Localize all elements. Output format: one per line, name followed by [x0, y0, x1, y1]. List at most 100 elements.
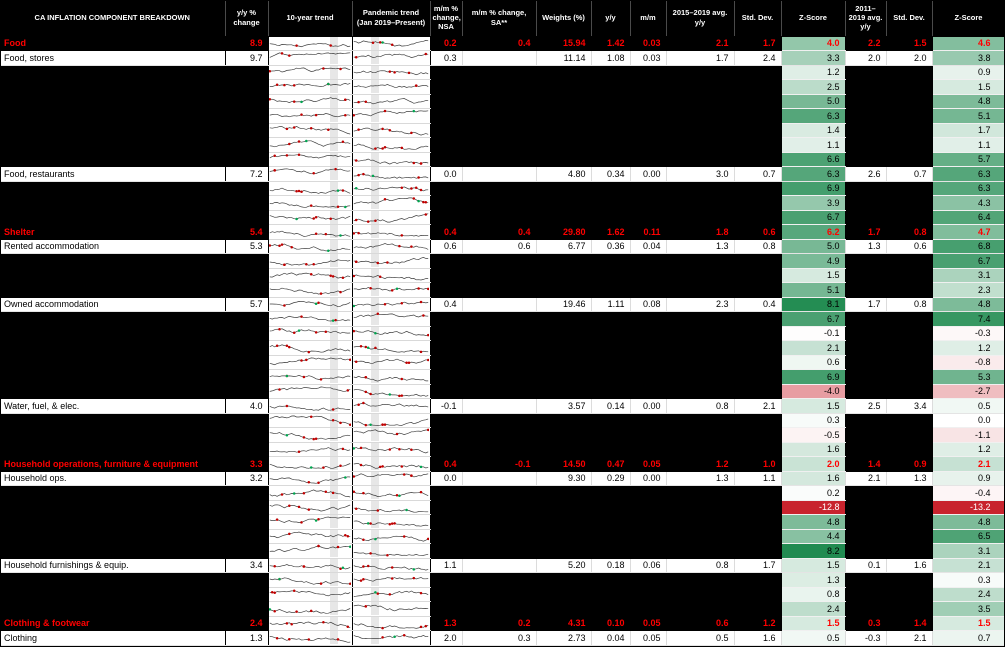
- cell-yy-contribution: [591, 311, 631, 327]
- cell-mm-contribution: 0.00: [630, 398, 667, 414]
- red-marker-dot: [414, 186, 418, 189]
- red-marker-dot: [402, 535, 406, 538]
- cell-2015-2019-z-score: 3.9: [781, 195, 846, 211]
- red-marker-dot: [376, 262, 380, 265]
- row-label: [0, 195, 226, 211]
- cell-2011-2019-std-dev: 1.3: [886, 471, 933, 486]
- red-marker-dot: [374, 346, 377, 350]
- cell-mm-pct-change-nsa: 0.4: [430, 456, 463, 472]
- cell-2011-2019-std-dev: [886, 340, 933, 356]
- cell-2011-2019-std-dev: [886, 500, 933, 515]
- red-marker-dot: [269, 97, 272, 101]
- pandemic-trend-cell: [351, 123, 431, 138]
- red-marker-dot: [371, 41, 375, 44]
- ten-year-trend-cell: [267, 456, 353, 472]
- redacted-row: 1.3 0.3: [0, 572, 1005, 588]
- cell-weight-pct: [536, 268, 592, 283]
- redacted-row: -12.8 -13.2: [0, 500, 1005, 515]
- sparkline-chart: [269, 283, 351, 297]
- cell-yy-contribution: [591, 384, 631, 399]
- cell-yy-pct-change: 3.3: [225, 456, 269, 472]
- pandemic-trend-cell: [351, 282, 431, 298]
- redacted-row: 0.3 0.0: [0, 413, 1005, 428]
- redacted-row: 1.4 1.7: [0, 123, 1005, 138]
- green-marker-dot: [354, 186, 358, 190]
- pandemic-trend-cell: [351, 500, 431, 515]
- section-row: Shelter 5.4 0.4 0.4 29.80 1.62 0.11 1.8 0.6 6.2 1.…: [0, 224, 1005, 240]
- recession-band: [330, 167, 338, 181]
- green-marker-dot: [353, 304, 356, 307]
- cell-2011-2019-z-score: 3.8: [932, 50, 1005, 66]
- cell-yy-contribution: 0.29: [591, 471, 631, 486]
- cell-weight-pct: [536, 311, 592, 327]
- cell-2011-2019-std-dev: [886, 601, 933, 617]
- green-marker-dot: [305, 140, 308, 143]
- green-marker-dot: [374, 590, 377, 594]
- cell-2015-2019-std-dev: 1.1: [734, 471, 782, 486]
- green-marker-dot: [417, 200, 420, 203]
- red-marker-dot: [269, 69, 272, 73]
- sparkline-chart: [353, 51, 429, 65]
- cell-yy-pct-change: [225, 94, 269, 109]
- sparkline-chart: [269, 558, 351, 572]
- red-marker-dot: [295, 44, 298, 47]
- red-marker-dot: [341, 189, 345, 192]
- cell-yy-pct-change: [225, 123, 269, 138]
- cell-yy-pct-change: [225, 413, 269, 428]
- recession-band: [371, 268, 379, 282]
- cell-mm-pct-change-sa: [462, 253, 537, 269]
- red-marker-dot: [369, 522, 372, 525]
- redacted-row: 6.3 5.1: [0, 108, 1005, 124]
- sparkline-chart: [269, 109, 351, 123]
- cell-yy-contribution: 0.02: [591, 645, 631, 647]
- cell-2011-2019-avg-yy: [845, 485, 887, 501]
- cell-2015-2019-z-score: 4.8: [781, 514, 846, 530]
- green-marker-dot: [327, 249, 330, 252]
- row-label: [0, 253, 226, 269]
- red-marker-dot: [288, 504, 291, 507]
- red-marker-dot: [426, 287, 429, 291]
- recession-band: [330, 471, 338, 485]
- cell-2011-2019-z-score: 4.7: [932, 224, 1005, 240]
- cell-2015-2019-avg-yy: [666, 282, 735, 298]
- red-marker-dot: [292, 126, 296, 129]
- row-label: [0, 485, 226, 501]
- red-marker-dot: [273, 610, 276, 613]
- redacted-row: -0.5 -1.1: [0, 427, 1005, 443]
- cell-2011-2019-std-dev: 0.7: [886, 166, 933, 182]
- red-marker-dot: [300, 359, 303, 362]
- cell-2015-2019-avg-yy: [666, 427, 735, 443]
- red-marker-dot: [297, 189, 301, 192]
- red-marker-dot: [278, 327, 281, 331]
- ten-year-trend-cell: [267, 268, 353, 283]
- cell-2011-2019-std-dev: [886, 65, 933, 80]
- recession-band: [371, 457, 379, 471]
- recession-band: [330, 341, 338, 355]
- cell-2011-2019-z-score: 2.1: [932, 456, 1005, 472]
- row-label: Household ops.: [0, 471, 226, 486]
- cell-weight-pct: [536, 529, 592, 544]
- red-marker-dot: [376, 592, 380, 595]
- row-label: Footwear: [0, 645, 226, 647]
- cell-mm-pct-change-sa: [462, 65, 537, 80]
- row-label: Food, restaurants: [0, 166, 226, 182]
- cell-mm-pct-change-nsa: [430, 355, 463, 370]
- cell-mm-pct-change-sa: [462, 442, 537, 457]
- ten-year-trend-cell: [267, 616, 353, 631]
- cell-yy-pct-change: 5.4: [225, 224, 269, 240]
- red-marker-dot: [307, 351, 311, 354]
- red-marker-dot: [309, 609, 313, 613]
- cell-2015-2019-z-score: -12.8: [781, 500, 846, 515]
- cell-2011-2019-std-dev: [886, 514, 933, 530]
- ten-year-trend-cell: [267, 601, 353, 617]
- pandemic-trend-cell: [351, 456, 431, 472]
- cell-yy-pct-change: 7.2: [225, 166, 269, 182]
- cell-2015-2019-z-score: -0.5: [781, 427, 846, 443]
- row-label: [0, 181, 226, 196]
- red-marker-dot: [297, 505, 301, 508]
- sparkline-chart: [353, 36, 429, 50]
- red-marker-dot: [366, 220, 370, 223]
- cell-weight-pct: 11.14: [536, 50, 592, 66]
- red-marker-dot: [348, 582, 351, 586]
- recession-band: [330, 384, 338, 398]
